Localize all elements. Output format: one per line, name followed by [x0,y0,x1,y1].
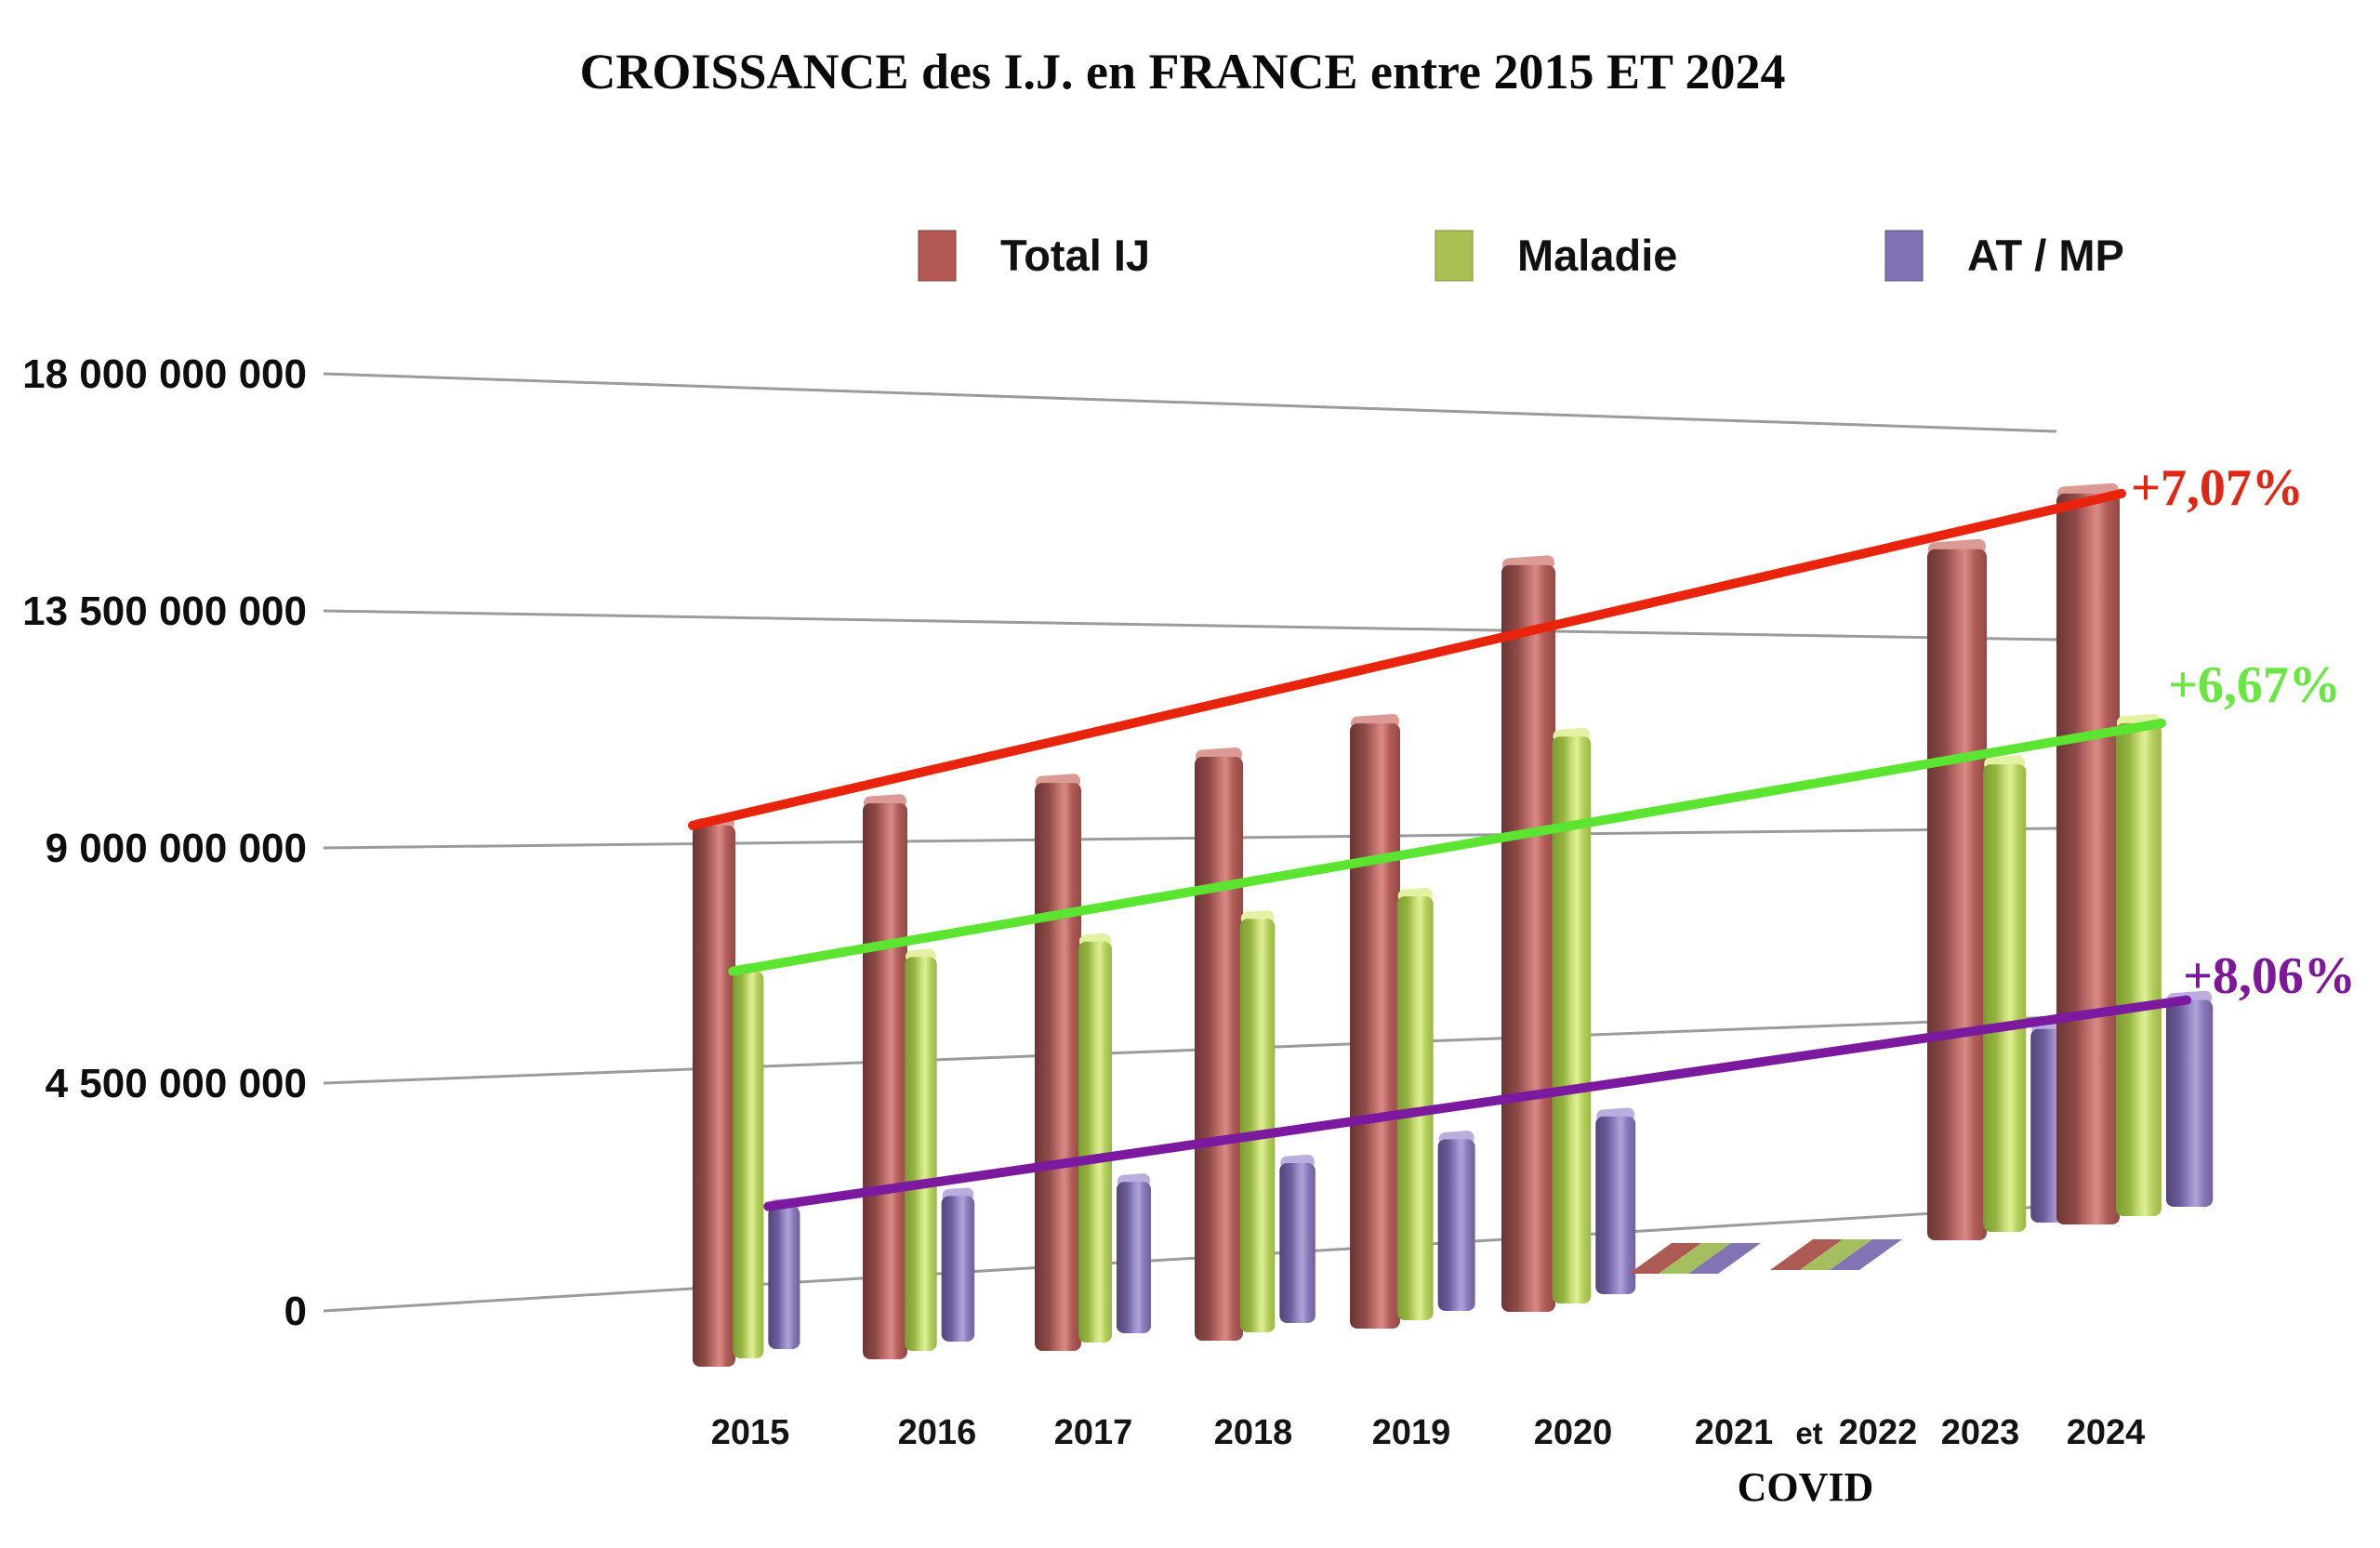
bar-AT / MP-2020 [1595,1116,1636,1294]
x-tick-label: et [1795,1416,1822,1450]
covid-flat-marker-AT / MP [1688,1243,1761,1274]
legend-swatch-maladie [1435,230,1474,282]
covid-flat-marker-Total IJ [1770,1239,1843,1270]
x-tick-label: 2021 [1695,1413,1774,1452]
trend-lines [688,488,2192,1211]
bars [693,483,2214,1367]
y-tick-label: 0 [284,1289,307,1334]
bar-AT / MP-2019 [1437,1139,1475,1311]
bar-Total IJ-2016 [863,802,907,1359]
gridlines [323,372,2057,1313]
legend-label-at-mp: AT / MP [1967,231,2124,280]
annotation-at-mp-growth: +8,06% [2183,947,2356,1005]
bar-Maladie-2015 [733,971,764,1358]
trend-line-Total IJ [688,488,2126,830]
covid-flat-marker-Maladie [1659,1243,1731,1274]
gridline [323,827,2057,850]
x-tick-label: 2015 [711,1413,790,1452]
annotation-maladie-growth: +6,67% [2168,656,2341,714]
bar-AT / MP-2015 [768,1206,800,1349]
covid-flat-marker-Total IJ [1629,1243,1701,1274]
x-tick-label: 2018 [1214,1413,1293,1452]
x-tick-label: 2016 [898,1413,977,1452]
legend-swatch-at-mp [1884,230,1924,282]
covid-flat-marker-AT / MP [1830,1239,1902,1270]
x-tick-label: 2024 [2067,1413,2146,1452]
bar-AT / MP-2016 [941,1196,975,1342]
bar-Maladie-2023 [1983,764,2027,1232]
x-tick-label: 2020 [1534,1413,1613,1452]
y-tick-label: 4 500 000 000 [46,1061,307,1106]
bar-Maladie-2017 [1078,941,1112,1343]
bar-Total IJ-2018 [1195,757,1243,1341]
bar-Total IJ-2017 [1035,783,1081,1351]
legend: Total IJ Maladie AT / MP [918,230,2124,282]
y-axis-labels: 0 4 500 000 000 9 000 000 000 13 500 000 00… [22,351,307,1334]
x-axis-labels: 2015 2016 2017 2018 2019 2020 2021 et 2022 2023 20… [711,1413,2146,1452]
bar-Maladie-2016 [905,957,937,1351]
legend-label-total-ij: Total IJ [1000,231,1150,280]
bar-Total IJ-2015 [693,825,735,1367]
x-tick-label: 2022 [1839,1413,1918,1452]
x-tick-label: 2017 [1054,1413,1133,1452]
bar-Total IJ-2020 [1501,564,1555,1312]
annotation-total-ij-growth: +7,07% [2131,459,2304,517]
trend-line-Maladie [728,718,2166,976]
covid-flat-marker-Maladie [1800,1239,1872,1270]
gridline [323,1015,2057,1085]
bar-AT / MP-2017 [1117,1182,1151,1333]
bar-Maladie-2024 [2115,722,2162,1216]
x-tick-label: 2023 [1941,1413,2020,1452]
covid-label: COVID [1738,1464,1874,1510]
bar-Total IJ-2024 [2056,493,2120,1224]
bar-AT / MP-2024 [2165,999,2214,1207]
y-tick-label: 9 000 000 000 [46,826,307,871]
y-tick-label: 18 000 000 000 [22,351,307,397]
legend-swatch-total-ij [918,230,957,282]
gridline [323,609,2057,642]
y-tick-label: 13 500 000 000 [22,589,307,634]
bar-AT / MP-2018 [1279,1163,1316,1323]
bar-Maladie-2018 [1239,919,1276,1332]
gridline [323,1204,2057,1313]
bar-Total IJ-2023 [1927,549,1987,1240]
trend-line-AT / MP [763,995,2192,1211]
x-tick-label: 2019 [1372,1413,1451,1452]
gridline [323,372,2057,433]
legend-label-maladie: Maladie [1517,231,1677,280]
bar-Total IJ-2019 [1350,723,1400,1329]
bar-Maladie-2020 [1552,736,1592,1303]
page-title: CROISSANCE des I.J. en FRANCE entre 2015… [579,44,1785,99]
